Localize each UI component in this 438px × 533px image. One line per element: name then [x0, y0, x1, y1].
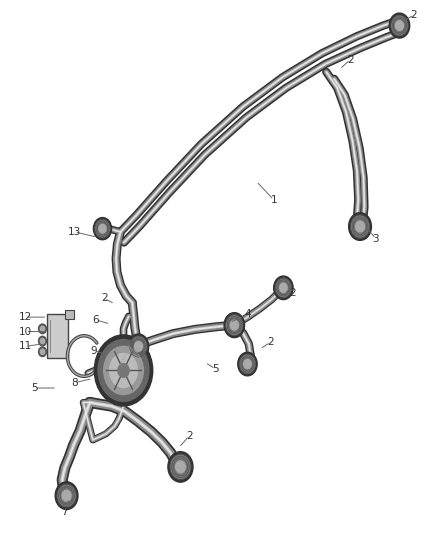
Bar [65, 310, 74, 319]
Circle shape [95, 220, 110, 237]
Circle shape [392, 16, 407, 35]
Text: 10: 10 [19, 327, 32, 336]
Circle shape [39, 324, 46, 334]
Text: 2: 2 [267, 337, 274, 347]
Circle shape [230, 320, 238, 330]
Circle shape [40, 349, 45, 354]
Circle shape [238, 352, 257, 376]
Circle shape [240, 355, 255, 373]
Circle shape [99, 224, 106, 233]
Circle shape [389, 13, 410, 38]
Circle shape [128, 334, 148, 359]
Circle shape [104, 346, 143, 394]
Text: 13: 13 [68, 227, 81, 237]
Circle shape [110, 353, 138, 387]
Bar [47, 314, 68, 358]
Circle shape [171, 455, 190, 479]
Text: 2: 2 [186, 431, 193, 441]
Circle shape [62, 490, 71, 501]
Circle shape [39, 347, 46, 357]
Circle shape [118, 364, 129, 377]
Text: 5: 5 [31, 383, 38, 393]
Circle shape [134, 342, 142, 351]
Circle shape [93, 217, 112, 240]
Text: 8: 8 [71, 378, 78, 387]
Text: 5: 5 [212, 364, 219, 374]
Text: 2: 2 [347, 55, 354, 64]
Circle shape [276, 279, 291, 297]
Text: 2: 2 [289, 288, 296, 298]
Circle shape [274, 276, 293, 300]
Circle shape [244, 360, 251, 369]
Circle shape [226, 316, 242, 335]
Circle shape [39, 336, 46, 346]
Circle shape [396, 21, 403, 30]
Circle shape [279, 283, 287, 292]
Circle shape [224, 313, 244, 337]
Circle shape [98, 340, 149, 401]
Circle shape [94, 335, 153, 406]
Text: 6: 6 [92, 315, 99, 325]
Circle shape [131, 337, 146, 356]
Circle shape [351, 216, 369, 237]
Circle shape [349, 213, 371, 240]
Circle shape [40, 338, 45, 344]
Text: 2: 2 [101, 294, 108, 303]
Text: 4: 4 [244, 310, 251, 319]
Text: 1: 1 [270, 195, 277, 205]
Circle shape [55, 482, 78, 510]
Text: 12: 12 [19, 312, 32, 322]
Text: 3: 3 [372, 234, 379, 244]
Circle shape [176, 461, 185, 473]
Circle shape [58, 485, 75, 506]
Circle shape [40, 326, 45, 332]
Circle shape [168, 451, 193, 482]
Text: 7: 7 [61, 507, 68, 516]
Text: 2: 2 [410, 10, 417, 20]
Text: 11: 11 [19, 342, 32, 351]
Text: 9: 9 [91, 346, 98, 356]
Circle shape [356, 221, 364, 232]
